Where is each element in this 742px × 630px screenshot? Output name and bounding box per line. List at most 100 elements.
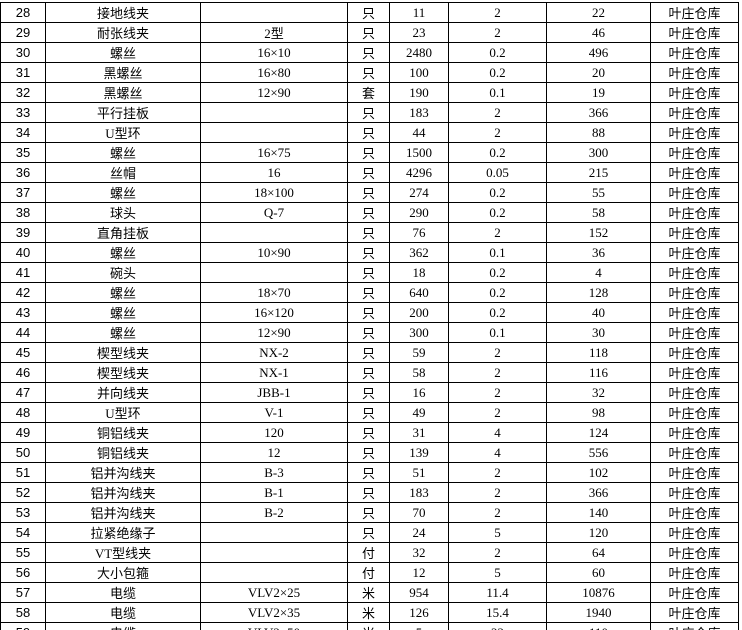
cell-total[interactable]: 496: [546, 42, 651, 63]
cell-warehouse[interactable]: 叶庄仓库: [650, 102, 739, 123]
cell-quantity[interactable]: 76: [389, 222, 449, 243]
cell-specification[interactable]: 12×90: [200, 322, 348, 343]
cell-quantity[interactable]: 51: [389, 462, 449, 483]
cell-specification[interactable]: [200, 122, 348, 143]
cell-quantity[interactable]: 5: [389, 622, 449, 630]
cell-unit[interactable]: 只: [347, 442, 390, 463]
cell-item-name[interactable]: 丝帽: [45, 162, 201, 183]
cell-unit-price[interactable]: 2: [448, 122, 547, 143]
cell-quantity[interactable]: 362: [389, 242, 449, 263]
cell-total[interactable]: 30: [546, 322, 651, 343]
cell-unit-price[interactable]: 2: [448, 502, 547, 523]
cell-total[interactable]: 88: [546, 122, 651, 143]
cell-warehouse[interactable]: 叶庄仓库: [650, 182, 739, 203]
cell-warehouse[interactable]: 叶庄仓库: [650, 202, 739, 223]
cell-quantity[interactable]: 640: [389, 282, 449, 303]
cell-unit-price[interactable]: 2: [448, 222, 547, 243]
cell-unit[interactable]: 只: [347, 22, 390, 43]
cell-total[interactable]: 20: [546, 62, 651, 83]
cell-warehouse[interactable]: 叶庄仓库: [650, 422, 739, 443]
cell-warehouse[interactable]: 叶庄仓库: [650, 282, 739, 303]
cell-specification[interactable]: [200, 222, 348, 243]
cell-item-name[interactable]: 黑螺丝: [45, 82, 201, 103]
cell-quantity[interactable]: 954: [389, 582, 449, 603]
cell-unit[interactable]: 只: [347, 282, 390, 303]
cell-row-number[interactable]: 41: [0, 262, 46, 283]
cell-unit-price[interactable]: 2: [448, 542, 547, 563]
cell-total[interactable]: 124: [546, 422, 651, 443]
cell-unit[interactable]: 付: [347, 562, 390, 583]
cell-unit[interactable]: 只: [347, 222, 390, 243]
cell-item-name[interactable]: 螺丝: [45, 142, 201, 163]
cell-item-name[interactable]: U型环: [45, 122, 201, 143]
cell-unit-price[interactable]: 2: [448, 22, 547, 43]
cell-quantity[interactable]: 100: [389, 62, 449, 83]
cell-specification[interactable]: [200, 262, 348, 283]
cell-total[interactable]: 366: [546, 482, 651, 503]
cell-row-number[interactable]: 59: [0, 622, 46, 630]
cell-item-name[interactable]: 铜铝线夹: [45, 422, 201, 443]
cell-warehouse[interactable]: 叶庄仓库: [650, 302, 739, 323]
cell-specification[interactable]: 16×80: [200, 62, 348, 83]
cell-total[interactable]: 116: [546, 362, 651, 383]
cell-item-name[interactable]: 接地线夹: [45, 2, 201, 23]
cell-quantity[interactable]: 274: [389, 182, 449, 203]
cell-item-name[interactable]: 楔型线夹: [45, 342, 201, 363]
cell-total[interactable]: 32: [546, 382, 651, 403]
cell-unit-price[interactable]: 0.2: [448, 302, 547, 323]
cell-row-number[interactable]: 52: [0, 482, 46, 503]
cell-quantity[interactable]: 16: [389, 382, 449, 403]
cell-warehouse[interactable]: 叶庄仓库: [650, 562, 739, 583]
cell-unit-price[interactable]: 0.05: [448, 162, 547, 183]
cell-row-number[interactable]: 29: [0, 22, 46, 43]
cell-quantity[interactable]: 49: [389, 402, 449, 423]
cell-row-number[interactable]: 37: [0, 182, 46, 203]
cell-specification[interactable]: B-3: [200, 462, 348, 483]
cell-warehouse[interactable]: 叶庄仓库: [650, 402, 739, 423]
cell-item-name[interactable]: 电缆: [45, 582, 201, 603]
cell-item-name[interactable]: 铝并沟线夹: [45, 462, 201, 483]
cell-warehouse[interactable]: 叶庄仓库: [650, 262, 739, 283]
cell-unit[interactable]: 只: [347, 462, 390, 483]
cell-item-name[interactable]: 直角挂板: [45, 222, 201, 243]
cell-total[interactable]: 1940: [546, 602, 651, 623]
cell-warehouse[interactable]: 叶庄仓库: [650, 622, 739, 630]
cell-warehouse[interactable]: 叶庄仓库: [650, 82, 739, 103]
cell-unit[interactable]: 只: [347, 322, 390, 343]
cell-row-number[interactable]: 56: [0, 562, 46, 583]
cell-total[interactable]: 300: [546, 142, 651, 163]
cell-specification[interactable]: VLV2×25: [200, 582, 348, 603]
cell-row-number[interactable]: 38: [0, 202, 46, 223]
cell-specification[interactable]: NX-1: [200, 362, 348, 383]
cell-warehouse[interactable]: 叶庄仓库: [650, 602, 739, 623]
cell-unit-price[interactable]: 5: [448, 562, 547, 583]
cell-total[interactable]: 40: [546, 302, 651, 323]
cell-row-number[interactable]: 51: [0, 462, 46, 483]
cell-total[interactable]: 60: [546, 562, 651, 583]
cell-specification[interactable]: NX-2: [200, 342, 348, 363]
cell-unit[interactable]: 只: [347, 142, 390, 163]
cell-warehouse[interactable]: 叶庄仓库: [650, 122, 739, 143]
cell-warehouse[interactable]: 叶庄仓库: [650, 322, 739, 343]
cell-specification[interactable]: [200, 542, 348, 563]
cell-total[interactable]: 140: [546, 502, 651, 523]
cell-item-name[interactable]: 螺丝: [45, 282, 201, 303]
cell-specification[interactable]: VLV2×50: [200, 622, 348, 630]
cell-item-name[interactable]: 黑螺丝: [45, 62, 201, 83]
cell-unit[interactable]: 只: [347, 502, 390, 523]
cell-unit[interactable]: 只: [347, 42, 390, 63]
cell-specification[interactable]: 2型: [200, 22, 348, 43]
cell-quantity[interactable]: 2480: [389, 42, 449, 63]
cell-total[interactable]: 118: [546, 342, 651, 363]
cell-total[interactable]: 152: [546, 222, 651, 243]
cell-row-number[interactable]: 33: [0, 102, 46, 123]
cell-quantity[interactable]: 11: [389, 2, 449, 23]
cell-total[interactable]: 55: [546, 182, 651, 203]
cell-total[interactable]: 36: [546, 242, 651, 263]
cell-unit[interactable]: 只: [347, 242, 390, 263]
cell-row-number[interactable]: 32: [0, 82, 46, 103]
cell-total[interactable]: 215: [546, 162, 651, 183]
cell-unit[interactable]: 只: [347, 422, 390, 443]
cell-row-number[interactable]: 31: [0, 62, 46, 83]
cell-row-number[interactable]: 49: [0, 422, 46, 443]
